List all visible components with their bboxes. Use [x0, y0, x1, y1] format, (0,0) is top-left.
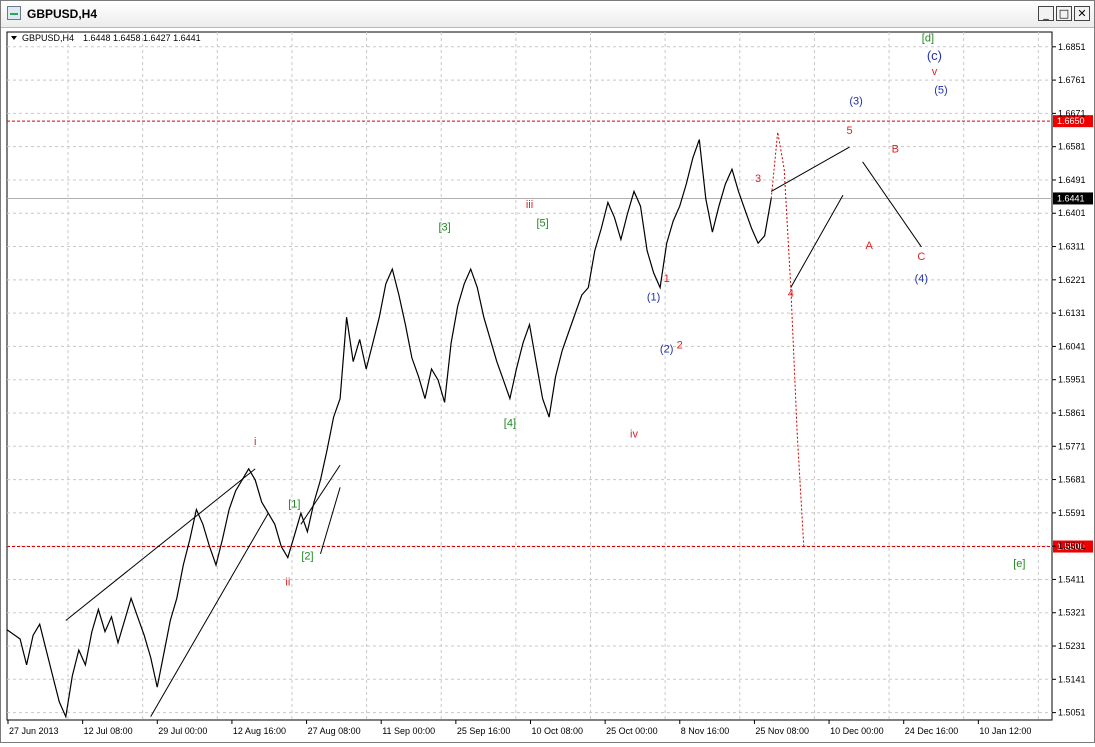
y-tick-label: 1.5771 — [1058, 441, 1086, 451]
wave-label: iii — [526, 199, 533, 211]
price-level-badge — [1053, 540, 1093, 553]
y-tick-label: 1.6671 — [1058, 108, 1086, 118]
price-level-label: 1.6650 — [1057, 116, 1085, 126]
chart-ohlc: 1.6448 1.6458 1.6427 1.6441 — [83, 33, 201, 43]
y-tick-label: 1.5141 — [1058, 674, 1086, 684]
window-titlebar[interactable]: GBPUSD,H4 _ □ ✕ — [1, 1, 1094, 28]
wave-label: (1) — [647, 292, 660, 304]
wave-label: [d] — [922, 33, 934, 45]
channel-upper-line — [65, 468, 256, 621]
x-tick-label: 12 Jul 08:00 — [84, 726, 133, 736]
wave-labels: iiiiiiivv[1][2][3][4][5][d][e](1)(2)(3)(… — [254, 33, 1026, 589]
x-tick-label: 25 Nov 08:00 — [755, 726, 809, 736]
wave-label: (5) — [934, 84, 947, 96]
wave-label: [1] — [288, 499, 300, 511]
y-tick-label: 1.6761 — [1058, 75, 1086, 85]
current-price-badge — [1053, 192, 1093, 205]
wave-label: [4] — [504, 417, 516, 429]
x-tick-label: 25 Oct 00:00 — [606, 726, 658, 736]
wave-label: 1 — [664, 273, 670, 285]
minimize-button[interactable]: _ — [1038, 6, 1054, 21]
wave-label: iv — [630, 428, 638, 440]
x-tick-label: 12 Aug 16:00 — [233, 726, 286, 736]
y-tick-label: 1.5321 — [1058, 608, 1086, 618]
price-level-label: 1.5500 — [1057, 542, 1085, 552]
x-tick-label: 10 Dec 00:00 — [830, 726, 884, 736]
wave-label: 3 — [755, 173, 761, 185]
wave-label: ii — [285, 576, 290, 588]
triangle-lower-line — [790, 194, 844, 288]
y-tick-label: 1.5051 — [1058, 708, 1086, 718]
y-tick-label: 1.6581 — [1058, 142, 1086, 152]
x-tick-label: 27 Jun 2013 — [9, 726, 59, 736]
wave-label: v — [932, 66, 938, 78]
wave-label: A — [865, 240, 873, 252]
y-tick-label: 1.6131 — [1058, 308, 1086, 318]
chart-grid — [6, 31, 1053, 721]
y-tick-label: 1.6401 — [1058, 208, 1086, 218]
wave-label: 2 — [677, 340, 683, 352]
triangle-upper-line — [770, 146, 850, 192]
y-tick-label: 1.6041 — [1058, 341, 1086, 351]
window-title: GBPUSD,H4 — [27, 7, 98, 21]
y-tick-label: 1.5501 — [1058, 541, 1086, 551]
x-tick-label: 29 Jul 00:00 — [158, 726, 207, 736]
x-tick-label: 25 Sep 16:00 — [457, 726, 511, 736]
horizontal-levels: 1.6650 1.5500 1.6441 — [7, 115, 1093, 553]
y-tick-label: 1.6311 — [1058, 242, 1085, 252]
y-tick-label: 1.6851 — [1058, 42, 1086, 52]
wave-label: C — [917, 251, 925, 263]
y-tick-label: 1.5231 — [1058, 641, 1086, 651]
y-tick-label: 1.5861 — [1058, 408, 1086, 418]
y-tick-label: 1.5951 — [1058, 375, 1086, 385]
restore-button[interactable]: □ — [1056, 6, 1072, 21]
chart-menu-arrow-icon[interactable] — [11, 36, 17, 40]
chart-header: GBPUSD,H4 1.6448 1.6458 1.6427 1.6441 — [11, 33, 201, 43]
wave-label: [3] — [438, 221, 450, 233]
y-tick-label: 1.5681 — [1058, 475, 1086, 485]
price-series-line — [6, 139, 772, 719]
wave-label: 4 — [788, 288, 794, 300]
chart-app-icon — [7, 6, 21, 20]
wave-label: (2) — [660, 343, 673, 355]
close-button[interactable]: ✕ — [1074, 6, 1090, 21]
current-price-label: 1.6441 — [1057, 193, 1085, 203]
y-tick-label: 1.5591 — [1058, 508, 1086, 518]
wave-label: (c) — [927, 48, 942, 63]
y-tick-label: 1.5411 — [1058, 574, 1085, 584]
abc-channel-line — [862, 161, 922, 248]
x-tick-label: 8 Nov 16:00 — [681, 726, 730, 736]
wave-label: 5 — [846, 125, 852, 137]
wedge-upper-line — [300, 464, 341, 525]
wave-label: i — [254, 436, 256, 448]
projection-line — [770, 132, 805, 547]
wedge-lower-line — [320, 487, 341, 555]
wave-label: [5] — [536, 218, 548, 230]
y-tick-label: 1.6221 — [1058, 275, 1086, 285]
wave-label: [2] — [301, 550, 313, 562]
price-chart[interactable]: 1.6650 1.5500 1.6441 i ii iii iv v [1] [2] [3] [4]… — [1, 28, 1094, 742]
y-axis: 1.6851 1.6761 1.6671 1.6581 1.6491 1.6401 1.63… — [1052, 42, 1086, 718]
plot-frame — [6, 31, 1053, 721]
x-tick-label: 10 Oct 08:00 — [532, 726, 584, 736]
trend-lines — [65, 146, 922, 717]
chart-symbol: GBPUSD,H4 — [22, 33, 74, 43]
wave-label: [e] — [1013, 558, 1025, 570]
x-tick-label: 27 Aug 08:00 — [308, 726, 361, 736]
wave-label: (3) — [849, 95, 862, 107]
wave-label: (4) — [915, 273, 928, 285]
x-axis: 27 Jun 2013 12 Jul 08:00 29 Jul 00:00 12 Au… — [7, 720, 1031, 736]
y-tick-label: 1.6491 — [1058, 175, 1086, 185]
wave-label: B — [892, 144, 899, 156]
x-tick-label: 10 Jan 12:00 — [979, 726, 1031, 736]
channel-lower-line — [150, 512, 269, 717]
x-tick-label: 24 Dec 16:00 — [905, 726, 959, 736]
price-level-badge — [1053, 115, 1093, 128]
x-tick-label: 11 Sep 00:00 — [382, 726, 435, 736]
